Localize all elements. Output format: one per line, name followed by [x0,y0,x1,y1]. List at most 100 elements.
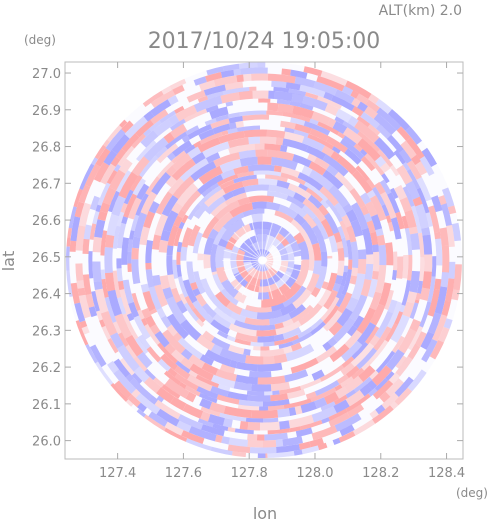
field-cell [87,140,99,155]
field-cell [122,313,139,340]
field-cell [283,281,302,301]
field-cell [117,297,127,315]
field-cell [155,76,172,89]
field-cell [139,226,150,246]
field-cell [184,385,201,397]
field-cell [94,288,109,314]
field-cell [372,379,394,400]
field-cell [143,137,169,162]
field-cell [229,359,238,369]
field-cell [373,337,385,351]
field-cell [135,392,161,415]
field-cell [453,264,462,291]
field-cell [288,202,308,218]
field-cell [154,399,181,420]
field-cell [297,326,314,339]
field-cell [367,124,381,136]
field-cell [270,156,298,171]
field-cell [171,140,193,158]
field-cell [118,158,133,174]
field-cell [210,385,229,398]
field-cell [301,445,321,458]
field-cell [228,122,237,130]
field-cell [150,109,169,125]
field-cell [311,111,331,126]
field-cell [356,307,376,334]
field-cell [402,162,411,172]
field-cell [235,361,258,372]
field-cell [188,370,198,378]
field-cell [282,111,311,123]
field-cell [114,380,132,399]
field-cell [320,199,330,209]
field-cell [389,401,401,412]
field-cell [373,137,396,160]
field-cell [264,241,273,252]
field-cell [139,155,159,178]
field-cell [129,230,135,240]
field-cell [280,172,306,186]
field-cell [100,163,116,185]
field-cell [110,332,124,349]
field-cell [282,285,307,308]
field-cell [233,291,247,304]
field-cell [130,214,140,232]
field-cell [148,286,162,311]
field-cell [175,104,198,122]
field-cell [309,118,319,126]
field-cell [181,214,189,224]
field-cell [317,95,342,110]
field-cell [276,179,290,189]
field-cell [334,202,347,218]
field-cell [375,97,394,114]
field-cell [257,362,283,372]
field-cell [336,307,353,327]
field-cell [328,184,350,208]
field-cell [263,355,275,365]
field-cell [345,296,359,312]
field-cell [409,270,420,293]
field-cell [180,246,188,261]
field-cell [199,397,213,410]
field-cell [175,360,191,374]
field-cell [275,270,292,289]
field-cell [122,279,134,304]
field-cell [70,282,81,304]
field-cell [167,94,179,106]
field-cell [321,145,335,157]
field-cell [340,376,354,388]
field-cell [360,111,380,129]
field-cell [266,201,281,212]
field-cell [408,226,418,235]
field-cell [89,344,107,368]
field-cell [76,280,85,289]
field-cell [144,376,162,394]
field-cell [212,423,229,431]
field-cell [349,294,368,322]
field-cell [204,453,217,458]
field-cell [364,106,378,120]
field-cell [144,324,161,346]
y-tick-label: 26.0 [32,435,61,450]
field-cell [133,315,151,340]
field-cell [114,313,133,339]
field-cell [74,201,85,218]
field-cell [230,311,247,323]
field-cell [171,150,187,164]
field-cell [406,137,425,160]
field-cell [227,391,249,401]
field-cell [181,190,202,213]
field-cell [326,272,338,292]
field-cell [256,329,277,337]
field-cell [128,301,140,318]
field-cell [273,165,282,173]
field-cell [184,144,196,154]
field-cell [151,172,171,195]
field-cell [66,321,80,346]
field-cell [205,63,224,76]
field-cell [235,374,258,385]
field-cell [391,335,405,354]
field-cell [343,265,349,273]
field-cell [280,120,296,130]
field-cell [275,439,284,447]
